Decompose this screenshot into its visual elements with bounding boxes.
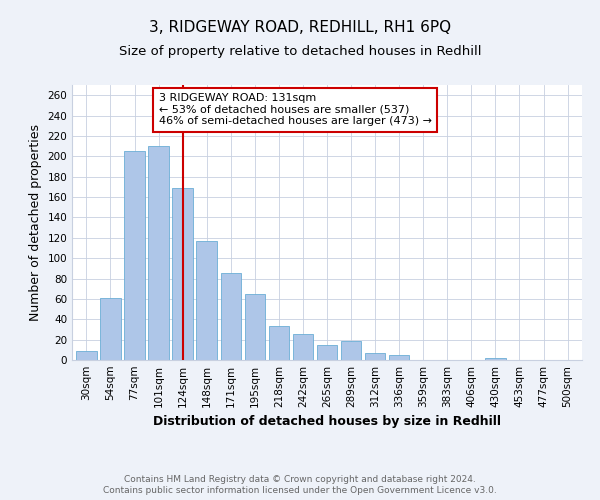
Bar — [341, 340, 361, 360]
Bar — [269, 326, 289, 360]
Bar — [245, 294, 265, 360]
Bar — [124, 151, 145, 360]
Bar — [365, 353, 385, 360]
Bar — [485, 358, 506, 360]
Bar — [148, 146, 169, 360]
Bar — [76, 351, 97, 360]
Text: 3, RIDGEWAY ROAD, REDHILL, RH1 6PQ: 3, RIDGEWAY ROAD, REDHILL, RH1 6PQ — [149, 20, 451, 35]
Bar — [389, 355, 409, 360]
Text: 3 RIDGEWAY ROAD: 131sqm
← 53% of detached houses are smaller (537)
46% of semi-d: 3 RIDGEWAY ROAD: 131sqm ← 53% of detache… — [158, 93, 432, 126]
Text: Contains public sector information licensed under the Open Government Licence v3: Contains public sector information licen… — [103, 486, 497, 495]
Bar — [293, 334, 313, 360]
Bar — [196, 241, 217, 360]
X-axis label: Distribution of detached houses by size in Redhill: Distribution of detached houses by size … — [153, 416, 501, 428]
Bar — [317, 344, 337, 360]
Bar — [100, 298, 121, 360]
Bar — [172, 188, 193, 360]
Text: Size of property relative to detached houses in Redhill: Size of property relative to detached ho… — [119, 45, 481, 58]
Bar — [221, 274, 241, 360]
Text: Contains HM Land Registry data © Crown copyright and database right 2024.: Contains HM Land Registry data © Crown c… — [124, 475, 476, 484]
Y-axis label: Number of detached properties: Number of detached properties — [29, 124, 42, 321]
